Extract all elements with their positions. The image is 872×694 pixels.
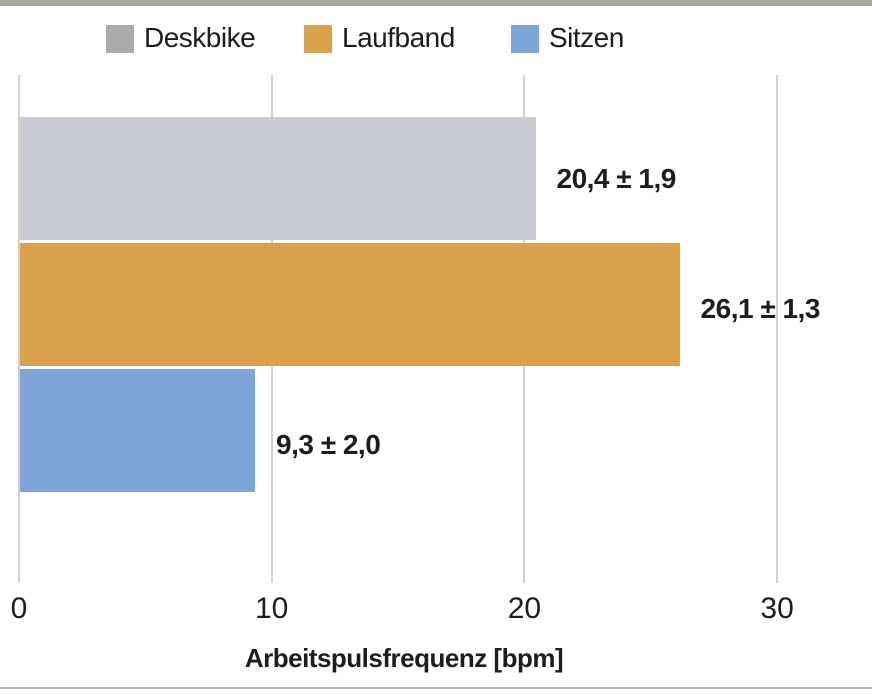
x-tick-label-10: 10: [255, 592, 289, 625]
bar-deskbike: [20, 117, 536, 240]
x-tick-label-0: 0: [10, 592, 28, 625]
legend-label-sitzen: Sitzen: [549, 22, 624, 53]
legend-label-deskbike: Deskbike: [144, 22, 256, 53]
legend-swatch-deskbike: [106, 25, 134, 53]
gridline-x-0: [18, 75, 20, 583]
bottom-rule: [0, 687, 872, 689]
legend-swatch-sitzen: [511, 25, 539, 53]
x-tick-label-20: 20: [507, 592, 542, 625]
bar-sitzen: [20, 369, 255, 492]
value-label-sitzen: 9,3 ± 2,0: [276, 429, 381, 460]
bar-laufband: [20, 243, 680, 366]
value-label-laufband: 26,1 ± 1,3: [700, 293, 821, 324]
top-accent-bar: [0, 0, 872, 6]
value-label-deskbike: 20,4 ± 1,9: [556, 163, 677, 194]
chart-legend: Deskbike Laufband Sitzen: [0, 0, 872, 70]
x-tick-label-30: 30: [760, 592, 794, 625]
gridline-x-30: [776, 75, 779, 583]
legend-swatch-laufband: [304, 25, 332, 53]
x-axis-title: Arbeitspulsfrequenz [bpm]: [244, 643, 564, 673]
legend-label-laufband: Laufband: [342, 22, 455, 53]
